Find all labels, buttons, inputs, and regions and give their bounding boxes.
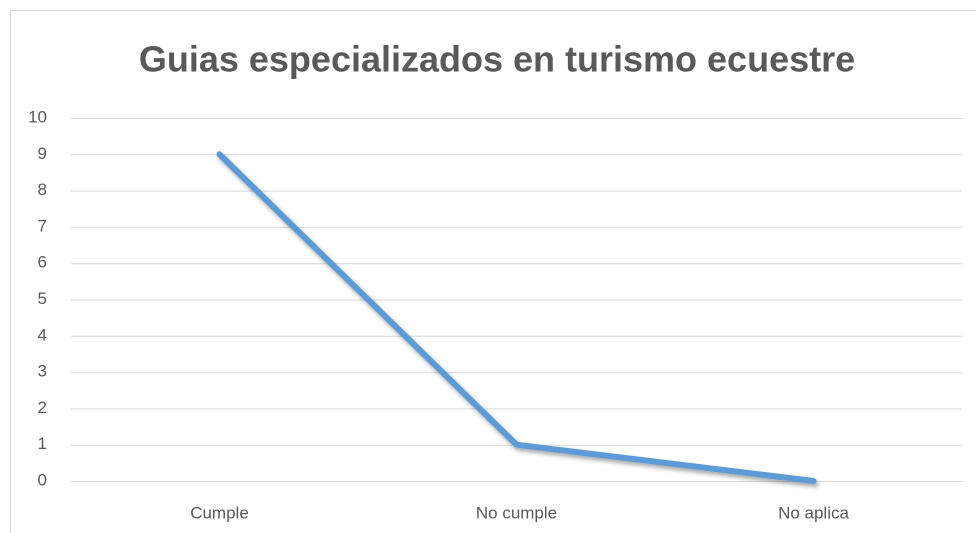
x-tick-label: No cumple bbox=[476, 503, 557, 522]
y-tick-label: 2 bbox=[38, 398, 47, 417]
x-tick-label: Cumple bbox=[190, 503, 249, 522]
y-tick-label: 8 bbox=[38, 180, 47, 199]
chart-title: Guias especializados en turismo ecuestre bbox=[139, 39, 855, 80]
y-tick-label: 9 bbox=[38, 144, 47, 163]
y-tick-label: 5 bbox=[38, 289, 47, 308]
line-series bbox=[216, 151, 817, 484]
y-tick-label: 6 bbox=[38, 253, 47, 272]
x-tick-label: No aplica bbox=[778, 503, 849, 522]
y-tick-label: 3 bbox=[38, 362, 47, 381]
y-tick-label: 1 bbox=[38, 434, 47, 453]
chart-border bbox=[10, 10, 976, 533]
y-tick-label: 7 bbox=[38, 216, 47, 235]
y-tick-label: 4 bbox=[38, 325, 47, 344]
y-tick-label: 0 bbox=[38, 470, 47, 489]
y-tick-label: 10 bbox=[28, 107, 47, 126]
